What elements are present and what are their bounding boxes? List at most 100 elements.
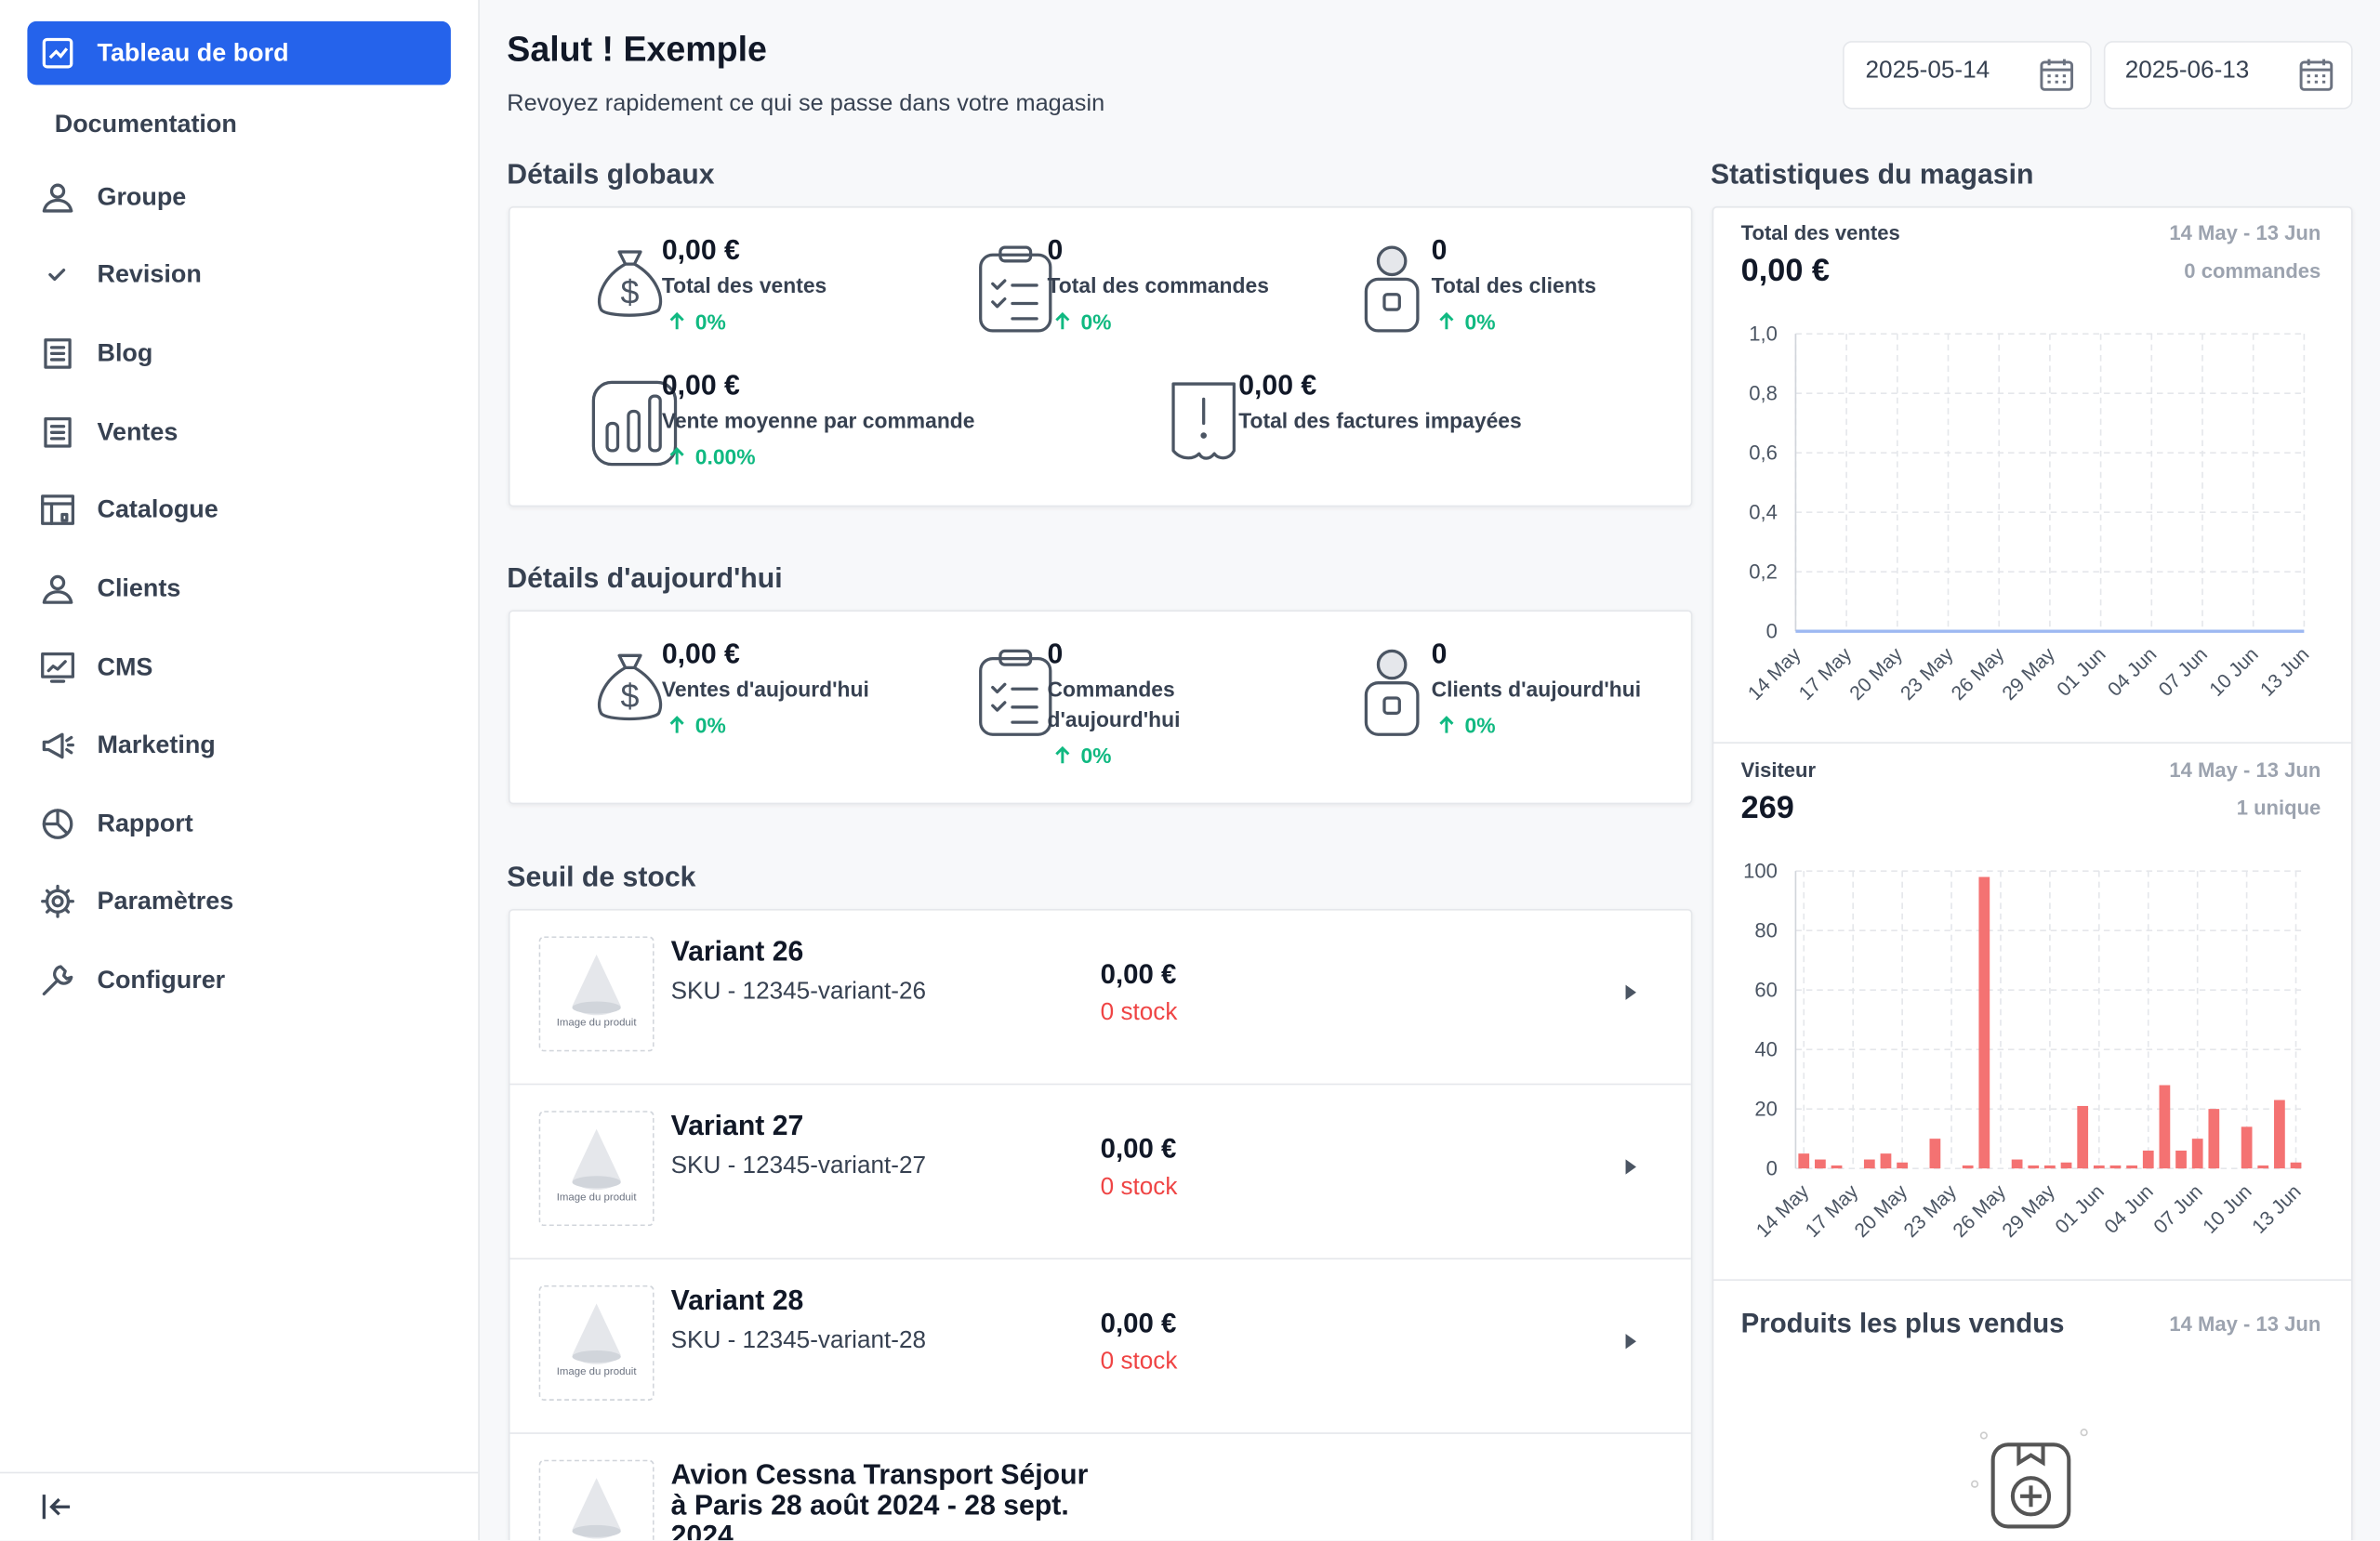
product-sku: SKU - 12345-variant-27 <box>670 1152 927 1179</box>
row-arrow[interactable] <box>1624 1158 1639 1177</box>
stat-label: Vente moyenne par commande <box>661 408 975 433</box>
product-sku: SKU - 12345-variant-26 <box>670 979 927 1005</box>
y-tick-label: 0,6 <box>1749 441 1778 465</box>
sidebar-item[interactable]: Configurer <box>97 967 226 994</box>
change-value: 0.00% <box>694 444 756 469</box>
active-item[interactable] <box>27 20 451 86</box>
stat-text: 0,00 € Total des factures impayées <box>1238 367 1633 435</box>
change-value: 0% <box>1464 713 1496 738</box>
stat-change: 0% <box>1048 307 1306 337</box>
date-input[interactable] <box>2103 41 2353 110</box>
sidebar-item[interactable]: Documentation <box>54 111 237 138</box>
sidebar-item[interactable]: Groupe <box>97 183 187 211</box>
y-tick-label: 0,4 <box>1749 501 1778 524</box>
stat-icon <box>979 649 1052 736</box>
sidebar-item[interactable]: Tableau de bord <box>97 39 289 67</box>
divider <box>1712 1279 2351 1281</box>
bar <box>2241 1126 2253 1169</box>
section-title: Statistiques du magasin <box>1710 157 2034 191</box>
row-arrow[interactable] <box>1624 983 1639 1002</box>
row-arrow[interactable] <box>1624 1332 1639 1350</box>
sidebar-item[interactable]: Rapport <box>97 810 193 838</box>
stat-label: Total des ventes <box>1740 221 1900 244</box>
sidebar-icon <box>42 37 73 69</box>
y-tick-label: 0 <box>1766 620 1778 643</box>
stat-label: Clients d'aujourd'hui <box>1431 677 1642 702</box>
page-title: Salut ! Exemple <box>507 29 767 69</box>
change-value: 0% <box>694 713 726 738</box>
sidebar-item[interactable]: Revision <box>97 260 202 289</box>
stat-text: 0,00 € Vente moyenne par commande 0.00% <box>662 367 1041 472</box>
sidebar-item[interactable]: CMS <box>97 653 153 682</box>
y-tick-label: 100 <box>1743 859 1778 882</box>
x-tick-label: 14 May <box>1752 1180 1814 1242</box>
stat-range: 14 May - 13 Jun <box>2169 221 2321 244</box>
product-price: 0,00 € <box>1100 958 1177 990</box>
up-arrow <box>1439 716 1454 733</box>
stat-value: 0 <box>1431 637 1448 669</box>
y-tick-label: 80 <box>1754 918 1778 942</box>
x-tick-label: 20 May <box>1851 1180 1912 1242</box>
y-tick-label: 40 <box>1754 1037 1778 1060</box>
section-title: Seuil de stock <box>507 860 696 892</box>
stat-label: Total des factures impayées <box>1238 408 1522 433</box>
collapse-icon[interactable] <box>39 1490 75 1523</box>
section-title: Détails d'aujourd'hui <box>507 561 783 594</box>
up-arrow <box>669 311 684 330</box>
sidebar-item[interactable]: Ventes <box>97 418 178 446</box>
svg-text:$: $ <box>621 677 640 715</box>
sidebar <box>0 0 480 1541</box>
product-stock: 0 stock <box>1100 1349 1178 1376</box>
bar <box>1831 1165 1843 1169</box>
stat-text: 0 Clients d'aujourd'hui 0% <box>1432 636 1690 741</box>
product-image <box>538 936 654 1052</box>
stat-value: 0 <box>1047 233 1064 266</box>
y-tick-label: 0,2 <box>1749 560 1778 584</box>
stat-text: 0 Total des commandes 0% <box>1048 232 1306 337</box>
page-subtitle: Revoyez rapidement ce qui se passe dans … <box>507 90 1105 117</box>
stat-icon: $ <box>597 250 663 317</box>
sidebar-item[interactable]: Marketing <box>97 731 216 759</box>
stat-value: 0 <box>1431 233 1448 266</box>
bar <box>2175 1150 2187 1169</box>
sidebar-icon <box>42 809 73 839</box>
stock-card <box>508 908 1693 1541</box>
bar <box>2060 1162 2072 1169</box>
product-image <box>538 1284 654 1401</box>
sidebar-item[interactable]: Blog <box>97 339 153 368</box>
stat-icon <box>591 380 678 467</box>
x-tick-label: 10 Jun <box>2205 644 2262 701</box>
bar <box>2093 1165 2105 1169</box>
x-tick-label: 29 May <box>1998 1180 2059 1242</box>
stats-card <box>1712 206 2353 1541</box>
stat-icon: $ <box>597 653 663 721</box>
bar <box>1815 1159 1826 1169</box>
sidebar-item[interactable]: Catalogue <box>97 495 218 524</box>
sidebar-icon <box>41 652 74 683</box>
sidebar-item[interactable]: Paramètres <box>97 888 234 915</box>
stat-label: Visiteur <box>1740 758 1817 782</box>
date-to: 2025-06-13 <box>2124 58 2250 84</box>
stat-change: 0% <box>662 710 920 741</box>
product-name: Avion Cessna Transport Séjour à Paris 28… <box>670 1457 1089 1541</box>
sidebar-icon <box>41 884 74 918</box>
date-from: 2025-05-14 <box>1865 58 1990 84</box>
up-arrow <box>1439 311 1454 330</box>
stat-label: Commandes d'aujourd'hui <box>1047 677 1181 731</box>
bar <box>1962 1165 1974 1169</box>
x-tick-label: 13 Jun <box>2256 644 2313 701</box>
product-stock: 0 stock <box>1100 1174 1178 1201</box>
bar <box>2159 1085 2171 1169</box>
empty-icon <box>1970 1429 2088 1529</box>
stat-icon <box>1364 245 1420 333</box>
stat-label: Total des ventes <box>661 272 827 297</box>
svg-text:$: $ <box>621 273 640 311</box>
stat-value: 0,00 € <box>661 368 740 402</box>
sidebar-item[interactable]: Clients <box>97 574 181 603</box>
stat-text: 0 Commandes d'aujourd'hui 0% <box>1048 636 1230 770</box>
x-tick-label: 23 May <box>1900 1180 1962 1242</box>
bar <box>2290 1162 2302 1169</box>
